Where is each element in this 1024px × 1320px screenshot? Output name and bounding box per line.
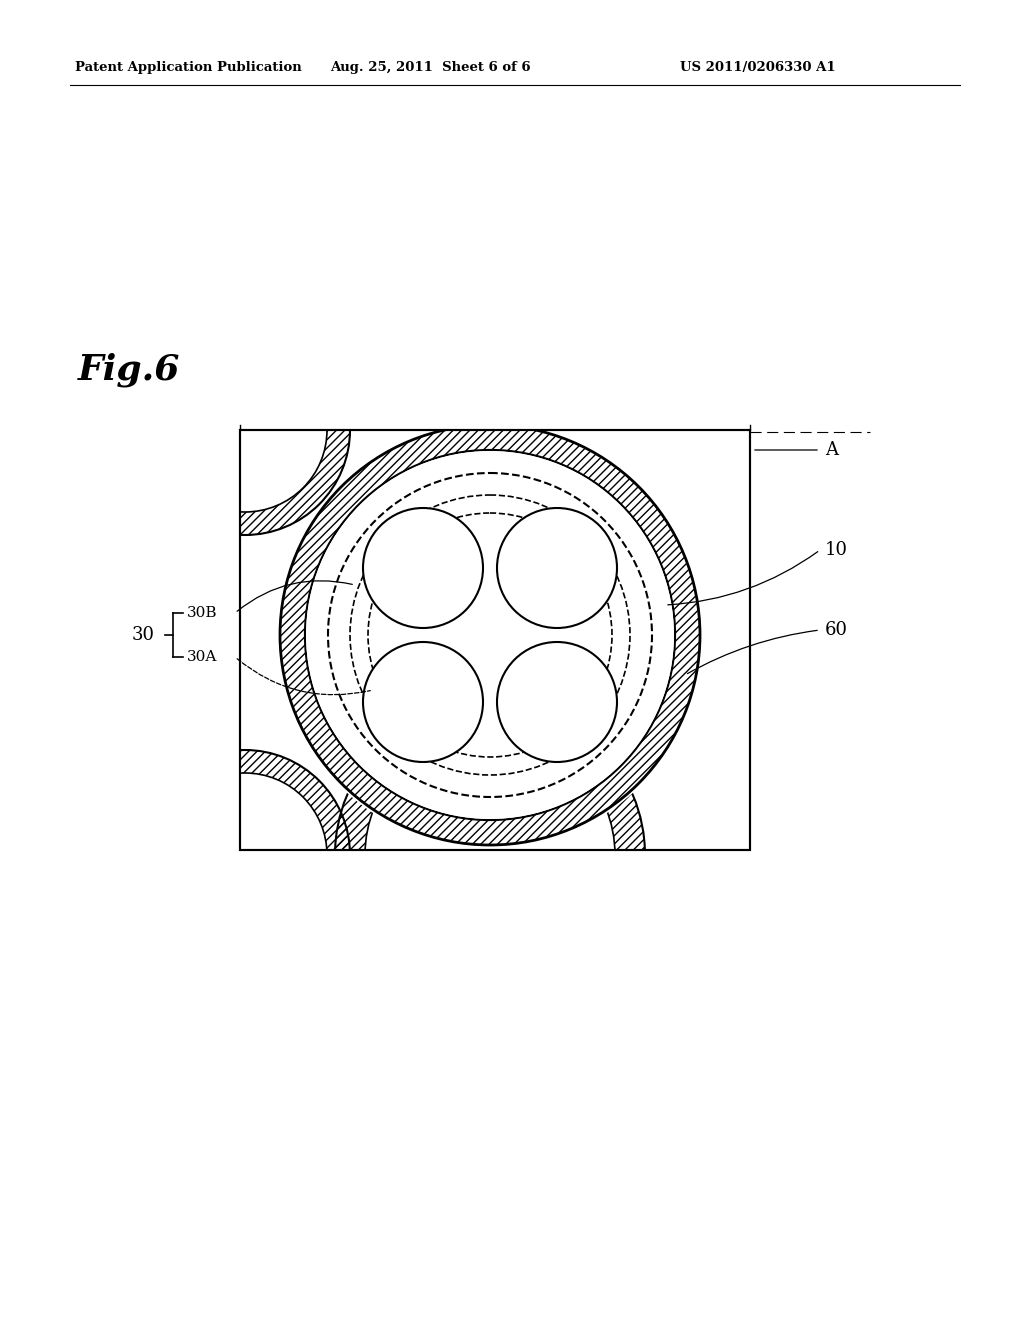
Circle shape	[362, 642, 483, 762]
Circle shape	[335, 700, 645, 1010]
Text: Patent Application Publication: Patent Application Publication	[75, 62, 302, 74]
Text: 60: 60	[825, 620, 848, 639]
Bar	[240, 430, 750, 850]
Text: US 2011/0206330 A1: US 2011/0206330 A1	[680, 62, 836, 74]
Circle shape	[280, 425, 700, 845]
Circle shape	[163, 774, 327, 937]
Text: 10: 10	[825, 541, 848, 558]
Circle shape	[497, 642, 617, 762]
Circle shape	[497, 508, 617, 628]
Circle shape	[163, 348, 327, 512]
Circle shape	[305, 450, 675, 820]
Circle shape	[278, 422, 703, 847]
Circle shape	[365, 730, 615, 979]
Circle shape	[140, 325, 350, 535]
Text: Fig.6: Fig.6	[78, 352, 180, 387]
Circle shape	[362, 508, 483, 628]
Text: 30B: 30B	[187, 606, 217, 620]
Bar	[240, 430, 750, 850]
Circle shape	[140, 750, 350, 960]
Circle shape	[306, 451, 674, 818]
Text: 30A: 30A	[187, 649, 217, 664]
Text: 30: 30	[132, 626, 155, 644]
Text: Aug. 25, 2011  Sheet 6 of 6: Aug. 25, 2011 Sheet 6 of 6	[330, 62, 530, 74]
Text: A: A	[825, 441, 838, 459]
